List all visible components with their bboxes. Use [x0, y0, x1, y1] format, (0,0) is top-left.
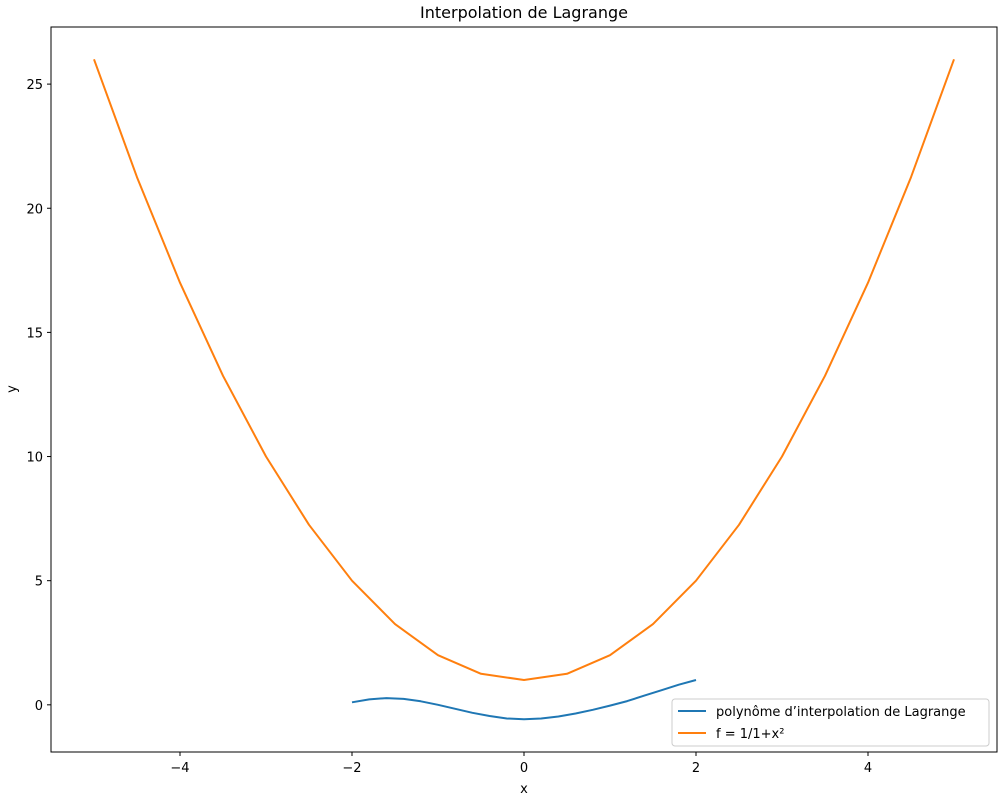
- x-tick-label: 4: [864, 761, 872, 776]
- y-tick-label: 20: [26, 202, 43, 217]
- plot-area: [93, 58, 955, 721]
- x-axis-title: x: [520, 782, 528, 797]
- y-tick-label: 5: [35, 575, 43, 590]
- x-tick-label: −2: [342, 761, 361, 776]
- legend-label: polynôme d’interpolation de Lagrange: [716, 705, 966, 720]
- x-tick-label: 2: [692, 761, 700, 776]
- legend-box: [671, 698, 990, 747]
- y-axis: 0 5 10 15 20 25: [26, 78, 51, 714]
- y-tick-label: 0: [35, 699, 43, 714]
- y-tick-label: 25: [26, 78, 43, 93]
- y-tick-label: 10: [26, 451, 43, 466]
- x-tick-label: −4: [170, 761, 189, 776]
- y-axis-title: y: [5, 385, 20, 393]
- x-axis: −4 −2 0 2 4: [170, 752, 872, 776]
- chart-title: Interpolation de Lagrange: [420, 3, 628, 22]
- y-tick-label: 15: [26, 326, 43, 341]
- legend: polynôme d’interpolation de Lagrange f = …: [671, 698, 990, 747]
- legend-label: f = 1/1+x²: [716, 727, 784, 742]
- x-tick-label: 0: [520, 761, 528, 776]
- series-line-2: [93, 58, 955, 681]
- series-line-1: [351, 679, 697, 721]
